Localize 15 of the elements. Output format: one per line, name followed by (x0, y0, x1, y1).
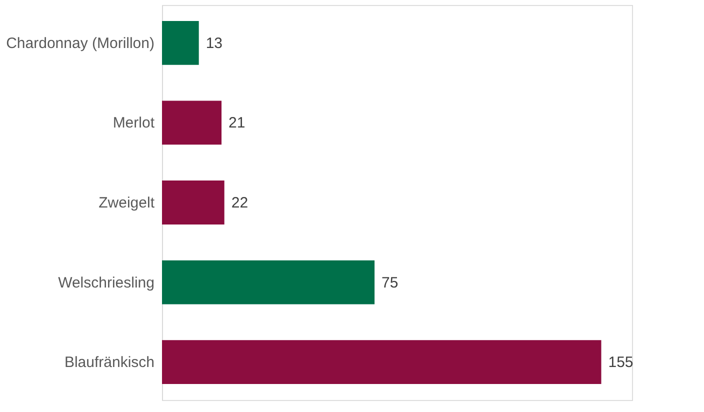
data-label: 22 (231, 194, 248, 212)
y-tick-label: Blaufränkisch (64, 354, 154, 372)
y-tick-label: Welschriesling (58, 274, 154, 292)
data-label: 21 (228, 114, 246, 132)
bar (162, 100, 222, 145)
y-tick-label: Merlot (112, 114, 156, 132)
bar (162, 260, 375, 304)
data-label: 155 (608, 354, 634, 372)
bar (162, 340, 602, 384)
bar (162, 20, 199, 65)
data-label: 75 (382, 274, 398, 292)
data-label: 13 (206, 34, 223, 52)
y-tick-label: Chardonnay (Morillon) (6, 34, 154, 52)
bar (162, 180, 224, 224)
y-tick-label: Zweigelt (98, 194, 156, 212)
